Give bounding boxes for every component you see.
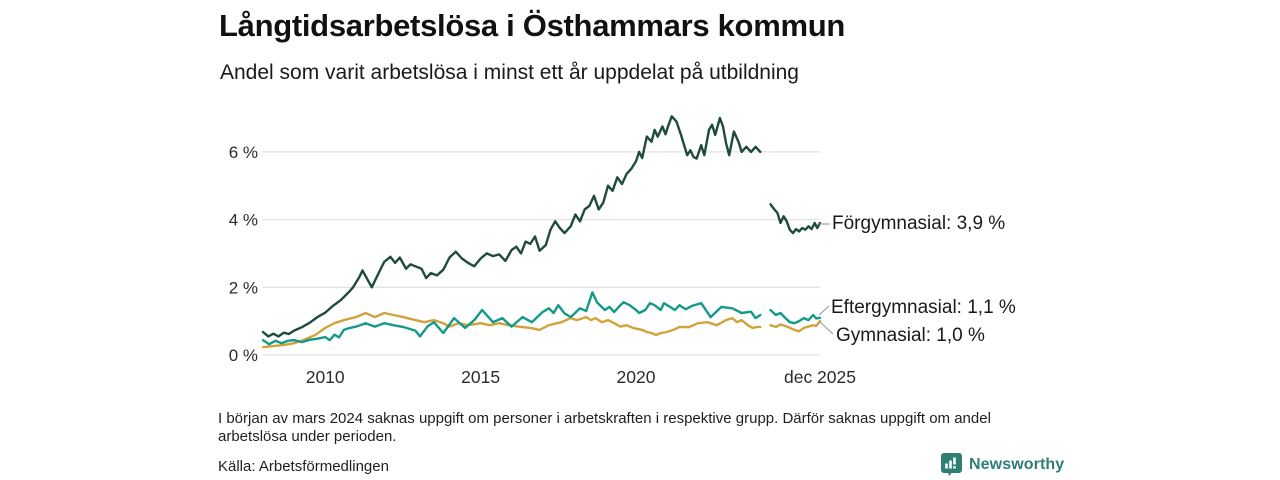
chart-subtitle: Andel som varit arbetslösa i minst ett å… bbox=[220, 61, 799, 84]
chart-footnote: I början av mars 2024 saknas uppgift om … bbox=[218, 410, 991, 445]
svg-text:0 %: 0 % bbox=[229, 346, 258, 365]
svg-text:2010: 2010 bbox=[306, 367, 345, 387]
series-label-gymnasial: Gymnasial: 1,0 % bbox=[836, 325, 985, 346]
svg-text:4 %: 4 % bbox=[229, 211, 258, 230]
svg-text:2015: 2015 bbox=[461, 367, 500, 387]
source-note: Källa: Arbetsförmedlingen bbox=[218, 458, 389, 475]
brand-name: Newsworthy bbox=[969, 455, 1065, 473]
bar-chart-pin-icon bbox=[941, 453, 962, 476]
svg-text:6 %: 6 % bbox=[229, 143, 258, 162]
series-label-forgymnasial: Förgymnasial: 3,9 % bbox=[832, 213, 1006, 234]
svg-text:dec 2025: dec 2025 bbox=[784, 367, 856, 387]
newsworthy-brand: Newsworthy bbox=[941, 453, 1064, 476]
svg-text:2020: 2020 bbox=[617, 367, 656, 387]
svg-text:2 %: 2 % bbox=[229, 278, 258, 297]
chart-title: Långtidsarbetslösa i Östhammars kommun bbox=[219, 8, 845, 43]
series-label-eftergymnasial: Eftergymnasial: 1,1 % bbox=[831, 297, 1016, 318]
